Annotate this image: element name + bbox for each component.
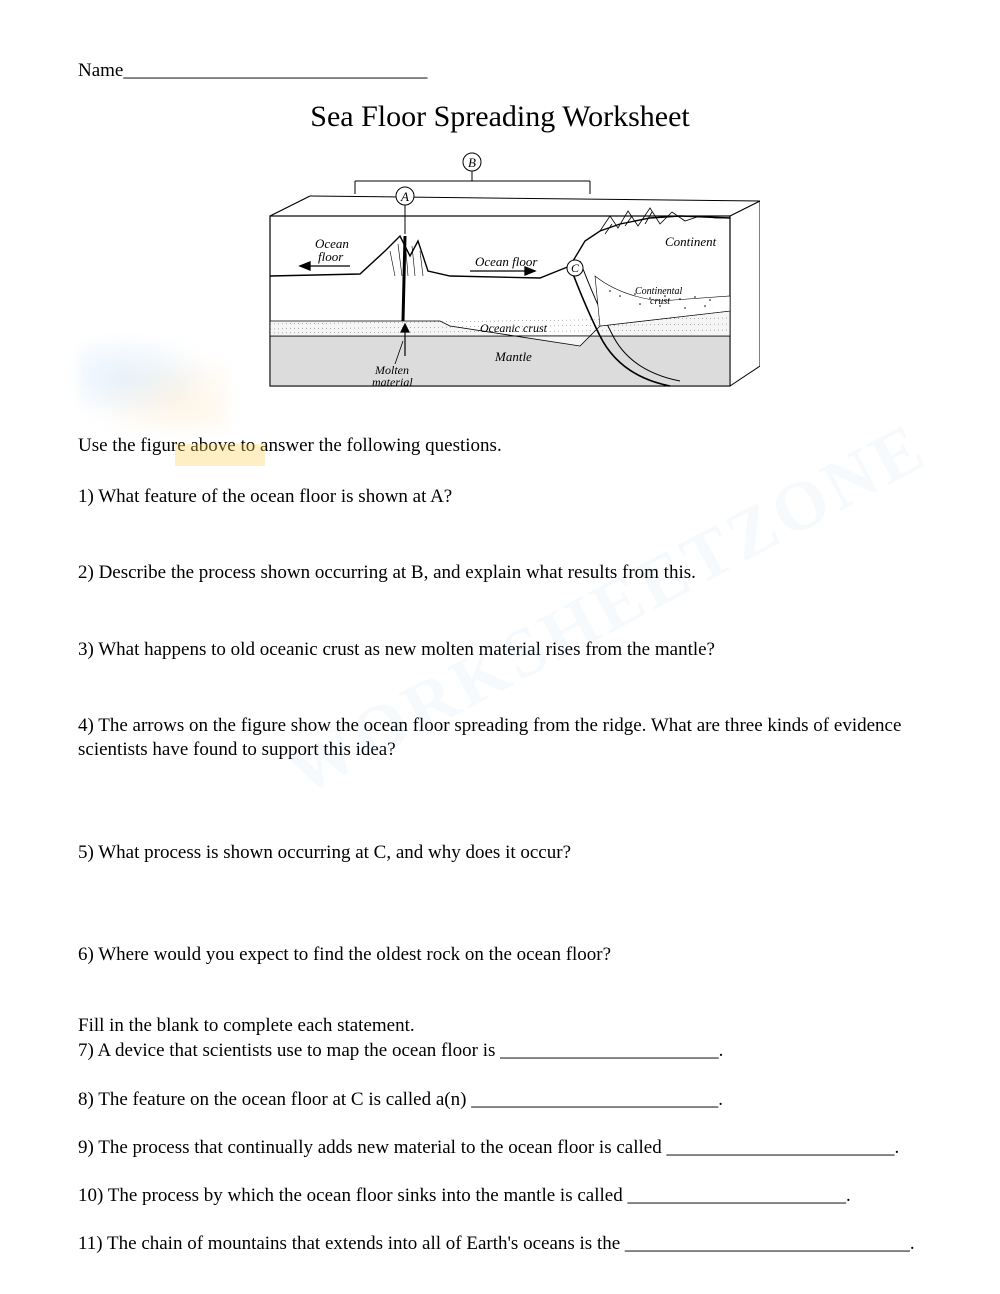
label-mantle: Mantle (494, 349, 532, 364)
label-oceanic-crust: Oceanic crust (480, 321, 548, 335)
worksheet-title: Sea Floor Spreading Worksheet (78, 100, 922, 134)
watermark-logo (78, 340, 228, 430)
question-3: 3) What happens to old oceanic crust as … (78, 638, 922, 662)
label-molten: Moltenmaterial (372, 363, 413, 389)
label-a: A (400, 189, 409, 204)
instruction-text: Use the figure above to answer the follo… (78, 435, 922, 457)
label-c: C (571, 261, 580, 275)
fill-instruction: Fill in the blank to complete each state… (78, 1015, 922, 1037)
question-6: 6) Where would you expect to find the ol… (78, 943, 922, 967)
question-1: 1) What feature of the ocean floor is sh… (78, 485, 922, 509)
question-9: 9) The process that continually adds new… (78, 1136, 922, 1160)
name-field-label: Name________________________________ (78, 60, 922, 82)
question-8: 8) The feature on the ocean floor at C i… (78, 1088, 922, 1112)
question-11: 11) The chain of mountains that extends … (78, 1232, 922, 1256)
question-2: 2) Describe the process shown occurring … (78, 561, 922, 585)
label-b: B (468, 155, 476, 170)
question-10: 10) The process by which the ocean floor… (78, 1184, 922, 1208)
label-continent: Continent (665, 234, 717, 249)
question-4: 4) The arrows on the figure show the oce… (78, 714, 922, 763)
diagram-container: B A C Oceanfloor Ocean floor Continent C… (240, 146, 760, 421)
label-ocean-floor-mid: Ocean floor (475, 254, 538, 269)
sea-floor-diagram: B A C Oceanfloor Ocean floor Continent C… (240, 146, 760, 416)
question-7: 7) A device that scientists use to map t… (78, 1039, 922, 1063)
question-5: 5) What process is shown occurring at C,… (78, 841, 922, 865)
